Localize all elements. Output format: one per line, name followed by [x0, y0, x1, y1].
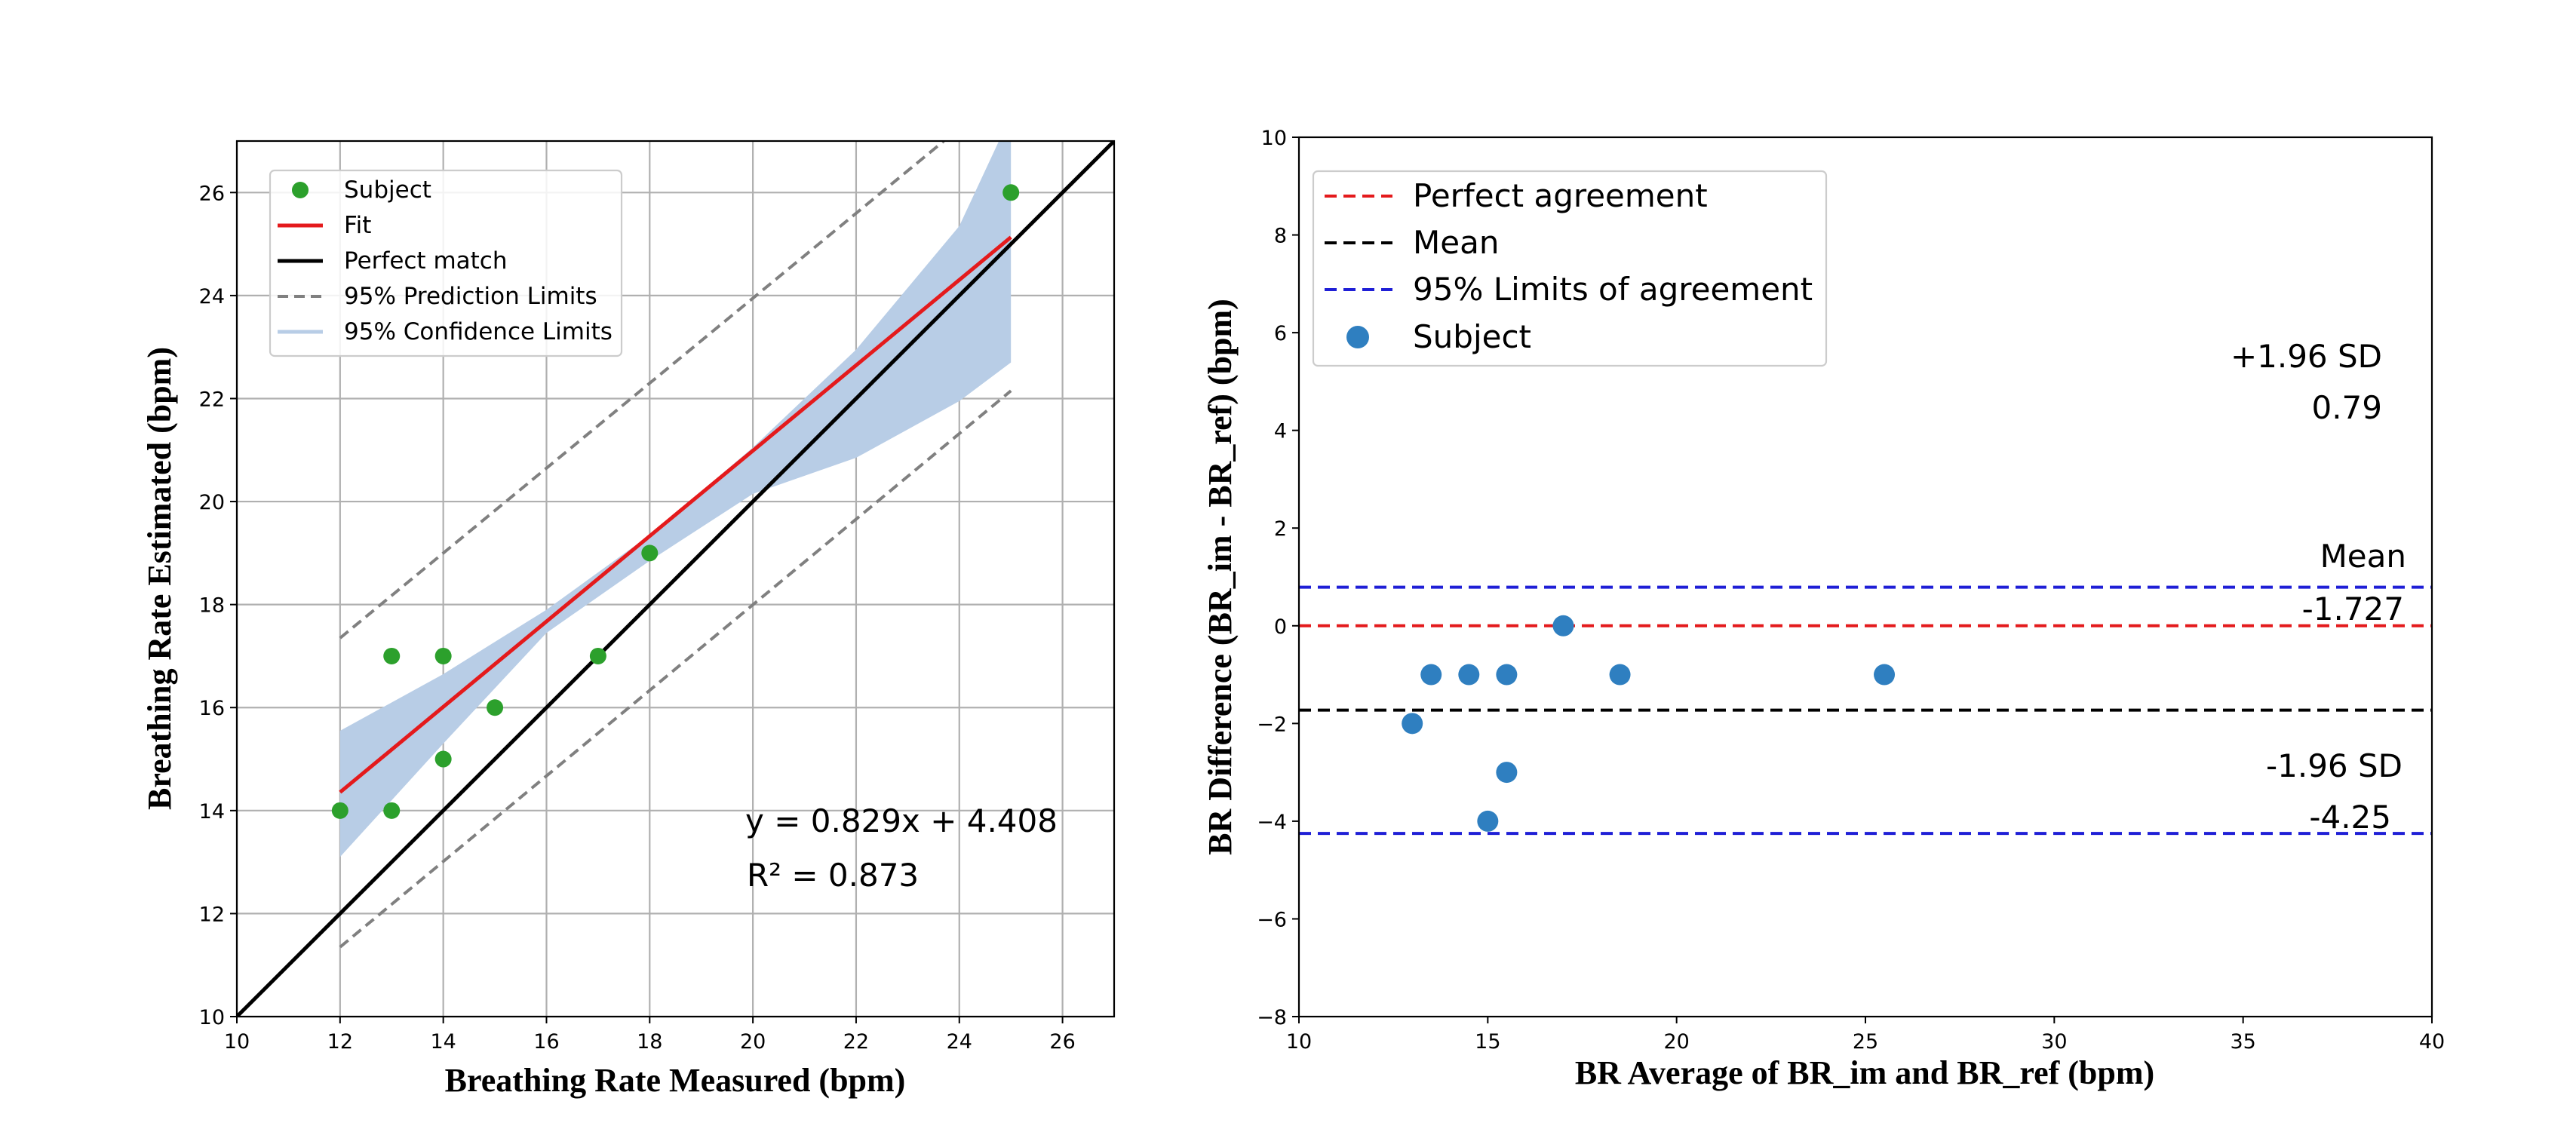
y-tick-label: 4 — [1274, 420, 1287, 443]
right-y-ticks: −8 −6 −4 −2 0 2 4 6 8 10 — [1257, 127, 1299, 1029]
left-chart: 10 12 14 16 18 20 22 24 26 10 12 14 16 18 20 22 24 26 Br… — [141, 140, 1116, 1099]
left-plot-frame — [235, 140, 1116, 1018]
x-tick-label: 20 — [740, 1030, 766, 1054]
x-tick-label: 16 — [533, 1030, 559, 1054]
right-chart: 10 15 20 25 30 35 40 −8 −6 −4 −2 0 2 4 6 8 10 BR Averag… — [1202, 127, 2445, 1091]
fit-r-squared: R² = 0.873 — [747, 857, 919, 894]
right-y-axis-label: BR Difference (BR_im - BR_ref) (bpm) — [1202, 299, 1239, 855]
perfect-match-line — [237, 141, 1114, 1017]
x-tick-label: 12 — [327, 1030, 353, 1054]
legend-perfect-match-label: Perfect match — [344, 247, 508, 275]
x-tick-label: 15 — [1475, 1030, 1500, 1054]
y-tick-label: −2 — [1257, 713, 1287, 736]
subject-point — [1458, 664, 1480, 686]
legend-fit-label: Fit — [344, 212, 371, 239]
right-legend-box — [1312, 170, 1828, 367]
x-tick-label: 30 — [2041, 1030, 2067, 1054]
y-tick-label: −4 — [1257, 811, 1287, 834]
right-x-ticks: 10 15 20 25 30 35 40 — [1286, 1017, 2445, 1054]
subject-point — [331, 802, 348, 819]
y-tick-label: −8 — [1257, 1006, 1287, 1029]
subject-point — [434, 750, 452, 768]
y-tick-label: 8 — [1274, 225, 1287, 248]
left-legend: Subject Fit Perfect match 95% Prediction… — [269, 169, 623, 357]
fit-line — [339, 235, 1012, 794]
subject-point — [1402, 713, 1423, 735]
x-tick-label: 26 — [1049, 1030, 1075, 1054]
subject-point — [1002, 184, 1020, 201]
left-x-ticks: 10 12 14 16 18 20 22 24 26 — [224, 1017, 1076, 1054]
y-tick-label: −6 — [1257, 908, 1287, 931]
y-tick-label: 0 — [1274, 615, 1287, 639]
left-y-ticks: 10 12 14 16 18 20 22 24 26 — [199, 182, 237, 1029]
y-tick-label: 18 — [199, 594, 225, 618]
subject-point — [487, 699, 504, 716]
fit-equation: y = 0.829x + 4.408 — [745, 802, 1058, 839]
legend-subject-marker — [292, 182, 309, 198]
left-grid — [235, 141, 1114, 1018]
subject-point — [1552, 615, 1574, 637]
subject-point — [383, 802, 401, 819]
subject-point — [1477, 810, 1499, 832]
mean-value: -1.727 — [2302, 591, 2404, 627]
lower-sd-label: -1.96 SD — [2266, 747, 2403, 784]
prediction-limit-upper — [339, 141, 945, 640]
subject-point — [434, 647, 452, 664]
y-tick-label: 10 — [199, 1006, 225, 1029]
right-x-axis-label: BR Average of BR_im and BR_ref (bpm) — [1575, 1054, 2154, 1091]
x-tick-label: 25 — [1853, 1030, 1878, 1054]
x-tick-label: 40 — [2419, 1030, 2445, 1054]
subject-point — [383, 647, 401, 664]
subject-point — [1496, 664, 1518, 686]
y-tick-label: 20 — [199, 491, 225, 514]
lower-sd-value: -4.25 — [2309, 799, 2391, 836]
x-tick-label: 10 — [224, 1030, 250, 1054]
y-tick-label: 14 — [199, 800, 225, 824]
x-tick-label: 10 — [1286, 1030, 1312, 1054]
upper-sd-label: +1.96 SD — [2231, 338, 2382, 375]
y-tick-label: 26 — [199, 182, 225, 205]
y-tick-label: 12 — [199, 903, 225, 926]
subject-points — [331, 184, 1020, 819]
subject-point — [589, 647, 606, 664]
x-tick-label: 18 — [637, 1030, 662, 1054]
subject-point — [1874, 664, 1896, 686]
legend-subject-label: Subject — [344, 176, 431, 204]
y-tick-label: 24 — [199, 285, 225, 308]
legend-mean-label: Mean — [1413, 224, 1499, 261]
right-legend: Perfect agreement Mean 95% Limits of agr… — [1312, 170, 1828, 367]
legend-perfect-agreement-label: Perfect agreement — [1413, 177, 1708, 214]
legend-limits-label: 95% Limits of agreement — [1413, 271, 1813, 308]
legend-subject-label-right: Subject — [1413, 318, 1531, 355]
y-tick-label: 2 — [1274, 517, 1287, 541]
y-tick-label: 10 — [1261, 127, 1287, 150]
y-tick-label: 16 — [199, 697, 225, 720]
subject-point — [1420, 664, 1442, 686]
left-legend-box — [269, 169, 623, 357]
x-tick-label: 20 — [1663, 1030, 1689, 1054]
left-x-axis-label: Breathing Rate Measured (bpm) — [445, 1062, 906, 1099]
subject-point — [1496, 762, 1518, 784]
x-tick-label: 35 — [2230, 1030, 2255, 1054]
legend-prediction-label: 95% Prediction Limits — [344, 283, 597, 310]
y-tick-label: 22 — [199, 388, 225, 411]
prediction-limit-lower — [339, 389, 1012, 949]
subject-point — [1609, 664, 1631, 686]
x-tick-label: 14 — [430, 1030, 456, 1054]
legend-confidence-label: 95% Confidence Limits — [344, 318, 613, 345]
subject-points-right — [1402, 615, 1896, 832]
upper-sd-value: 0.79 — [2311, 389, 2382, 426]
x-tick-label: 22 — [843, 1030, 869, 1054]
x-tick-label: 24 — [947, 1030, 972, 1054]
mean-label: Mean — [2320, 538, 2406, 575]
left-y-axis-label: Breathing Rate Estimated (bpm) — [141, 347, 178, 810]
subject-point — [641, 544, 659, 562]
y-tick-label: 6 — [1274, 322, 1287, 345]
legend-subject-marker-right — [1346, 326, 1369, 348]
